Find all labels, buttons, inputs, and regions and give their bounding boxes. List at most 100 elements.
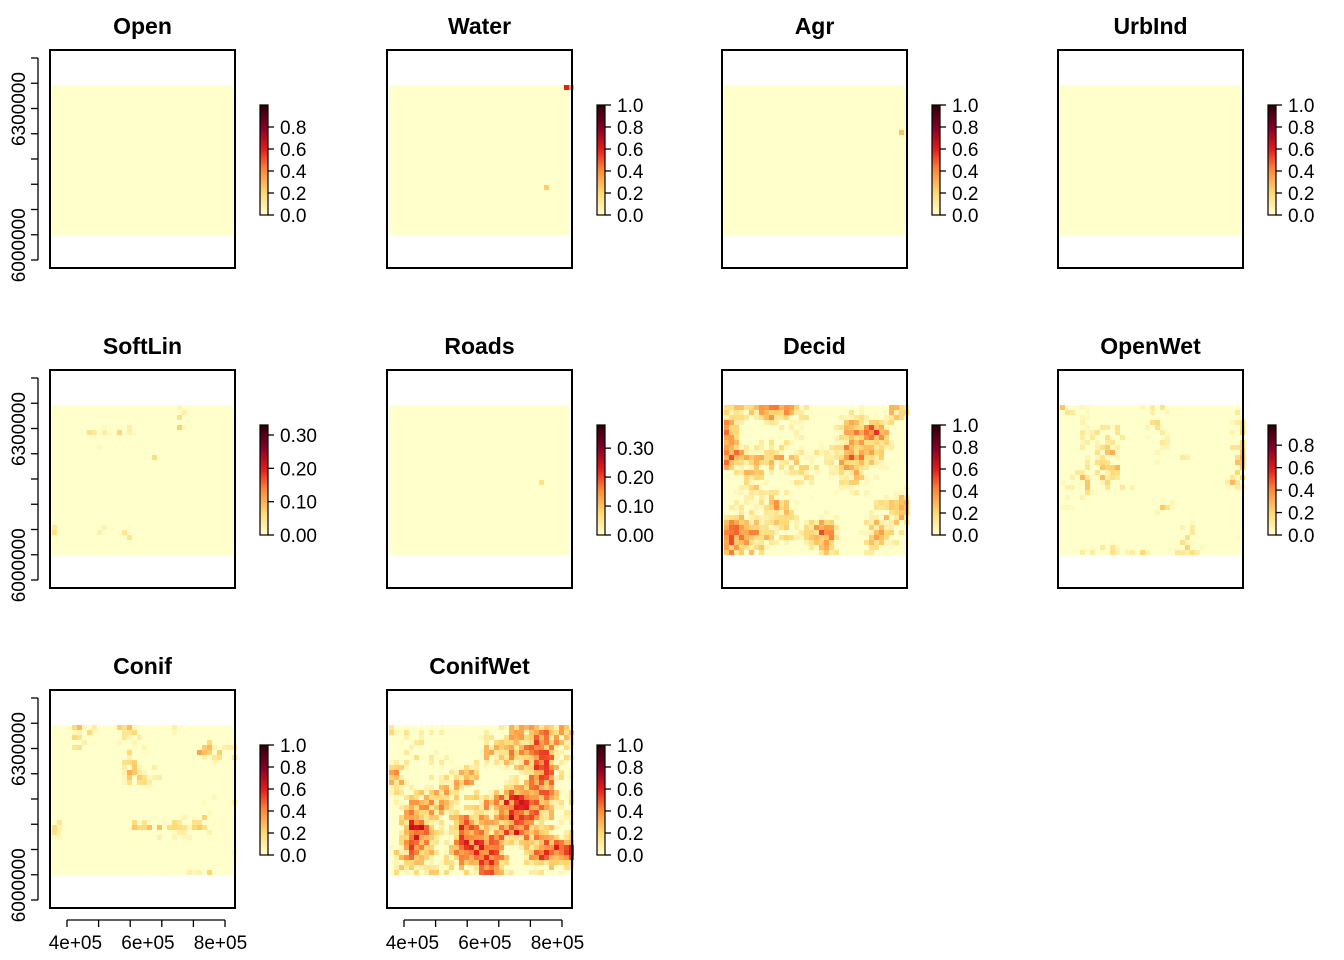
raster-cell xyxy=(1165,505,1170,510)
raster-cell xyxy=(439,765,444,770)
raster-cell xyxy=(754,510,759,515)
raster-cell xyxy=(524,825,529,830)
raster-cell xyxy=(1100,425,1105,430)
raster-cell xyxy=(449,865,454,870)
raster-cell xyxy=(544,735,549,740)
raster-cell xyxy=(549,750,554,755)
raster-cell xyxy=(494,830,499,835)
raster-cell xyxy=(739,515,744,520)
raster-cell xyxy=(869,550,874,555)
raster-cell xyxy=(469,845,474,850)
raster-cell xyxy=(439,850,444,855)
raster-cell xyxy=(157,825,162,830)
raster-cell xyxy=(444,800,449,805)
raster-cell xyxy=(539,825,544,830)
raster-cell xyxy=(859,420,864,425)
raster-cell xyxy=(444,855,449,860)
raster-cell xyxy=(1070,475,1075,480)
raster-cell xyxy=(854,440,859,445)
raster-cell xyxy=(834,550,839,555)
raster-cell xyxy=(469,835,474,840)
raster-cell xyxy=(459,790,464,795)
raster-cell xyxy=(539,750,544,755)
raster-cell xyxy=(454,795,459,800)
raster-cell xyxy=(869,440,874,445)
raster-cell xyxy=(884,495,889,500)
raster-cell xyxy=(809,540,814,545)
y-tick-label: 6000000 xyxy=(9,208,30,282)
raster-cell xyxy=(1150,435,1155,440)
raster-cell xyxy=(469,870,474,875)
raster-cell xyxy=(434,805,439,810)
raster-cell xyxy=(489,810,494,815)
raster-cell xyxy=(489,825,494,830)
raster-cell xyxy=(484,750,489,755)
raster-cell xyxy=(504,810,509,815)
raster-cell xyxy=(759,460,764,465)
raster-cell xyxy=(519,820,524,825)
raster-cell xyxy=(489,835,494,840)
raster-cell xyxy=(889,545,894,550)
raster-cell xyxy=(404,855,409,860)
raster-cell xyxy=(529,760,534,765)
raster-cell xyxy=(519,830,524,835)
raster-cell xyxy=(92,430,97,435)
raster-cell xyxy=(524,735,529,740)
raster-cell xyxy=(494,825,499,830)
raster-cell xyxy=(399,830,404,835)
raster-cell xyxy=(57,830,62,835)
raster-cell xyxy=(869,540,874,545)
raster-cell xyxy=(509,865,514,870)
raster-cell xyxy=(464,770,469,775)
raster-cell xyxy=(549,730,554,735)
raster-cell xyxy=(759,525,764,530)
raster-cell xyxy=(484,860,489,865)
raster-cell xyxy=(424,840,429,845)
raster-cell xyxy=(774,495,779,500)
raster-cell xyxy=(774,490,779,495)
raster-cell xyxy=(879,535,884,540)
raster-cell xyxy=(142,820,147,825)
raster-cell xyxy=(434,825,439,830)
raster-cell xyxy=(809,480,814,485)
raster-cell xyxy=(514,800,519,805)
raster-cell xyxy=(734,535,739,540)
raster-cell xyxy=(794,530,799,535)
raster-cell xyxy=(509,745,514,750)
raster-cell xyxy=(474,845,479,850)
raster-cell xyxy=(769,500,774,505)
raster-cell xyxy=(77,725,82,730)
raster-cell xyxy=(137,775,142,780)
raster-cell xyxy=(394,760,399,765)
raster-cell xyxy=(529,750,534,755)
raster-cell xyxy=(549,805,554,810)
raster-cell xyxy=(779,535,784,540)
raster-cell xyxy=(489,845,494,850)
raster-cell xyxy=(544,795,549,800)
raster-cell xyxy=(554,810,559,815)
raster-cell xyxy=(1080,405,1085,410)
legend-label: 0.8 xyxy=(952,118,978,139)
raster-cell xyxy=(749,475,754,480)
raster-cell xyxy=(809,525,814,530)
raster-cell xyxy=(739,460,744,465)
raster-cell xyxy=(424,845,429,850)
raster-cell xyxy=(207,750,212,755)
raster-cell xyxy=(187,825,192,830)
legend-label: 0.00 xyxy=(617,526,654,547)
raster-cell xyxy=(389,765,394,770)
raster-cell xyxy=(489,850,494,855)
raster-cell xyxy=(834,455,839,460)
raster-cell xyxy=(197,825,202,830)
raster-cell xyxy=(729,455,734,460)
raster-cell xyxy=(514,795,519,800)
raster-cell xyxy=(409,820,414,825)
raster-cell xyxy=(824,520,829,525)
raster-cell xyxy=(419,850,424,855)
raster-cell xyxy=(444,840,449,845)
raster-cell xyxy=(1160,505,1165,510)
raster-cell xyxy=(739,545,744,550)
raster-cell xyxy=(1145,435,1150,440)
raster-cell xyxy=(759,435,764,440)
raster-cell xyxy=(739,410,744,415)
